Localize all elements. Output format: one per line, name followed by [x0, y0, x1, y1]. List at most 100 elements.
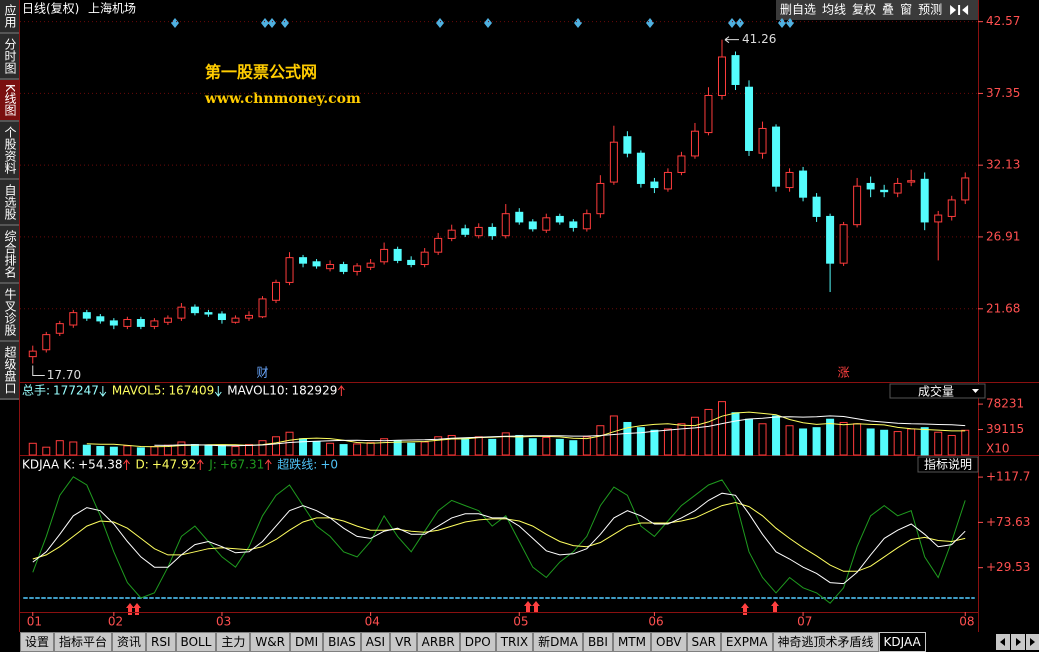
- signal-diamonds: [171, 18, 794, 28]
- volume-bar: [393, 440, 402, 456]
- nav-icon[interactable]: [950, 5, 969, 15]
- tab[interactable]: 设置: [20, 632, 55, 652]
- candle-body: [785, 171, 794, 189]
- volume-bar: [339, 444, 348, 456]
- arrow-down: [99, 386, 107, 397]
- indicator-tabs: 设置 指标平台 资讯 RSI BOLL 主力 W&R DMI BIAS ASI VR ARBR DPO T…: [20, 632, 995, 652]
- tab[interactable]: BOLL: [175, 632, 217, 652]
- candle-body: [312, 261, 321, 267]
- tab[interactable]: RSI: [146, 632, 176, 652]
- indicator-line: [32, 501, 966, 572]
- volume-bar: [69, 441, 78, 456]
- legend-value: +0: [320, 458, 338, 472]
- tab[interactable]: 指标平台: [54, 632, 113, 652]
- candle-body: [920, 178, 929, 223]
- annotation-label: 41.26: [742, 32, 776, 46]
- tab[interactable]: EXPMA: [720, 632, 773, 652]
- toolbar-button[interactable]: 删自选: [780, 3, 816, 17]
- tab[interactable]: KDJAA: [878, 632, 926, 652]
- sidebar: 应用 分时图 K线图 个股资料 自选股 综合排名 牛叉诊股 超级盘口: [0, 0, 19, 632]
- candle-body: [853, 185, 862, 226]
- legend-value: +54.38: [78, 458, 122, 472]
- tab[interactable]: 神奇逃顶术矛盾线: [772, 632, 879, 652]
- y-tick-label: 37.35: [986, 86, 1020, 100]
- sidebar-tab[interactable]: 综合排名: [0, 225, 19, 284]
- volume-bar: [555, 438, 564, 456]
- sidebar-tab[interactable]: 超级盘口: [0, 341, 19, 400]
- tab[interactable]: OBV: [651, 632, 687, 652]
- toolbar-button[interactable]: 复权: [852, 3, 876, 17]
- candle-body: [582, 213, 591, 230]
- tab[interactable]: 新DMA: [533, 632, 583, 652]
- y-tick-label: +29.53: [986, 560, 1030, 574]
- volume-bar: [55, 440, 64, 456]
- tab[interactable]: 主力: [216, 632, 251, 652]
- indicator-name[interactable]: 成交量: [918, 384, 954, 399]
- candle-body: [893, 182, 902, 194]
- candle-body: [501, 213, 510, 237]
- tab[interactable]: DPO: [459, 632, 496, 652]
- tab[interactable]: MTM: [612, 632, 651, 652]
- sidebar-tab[interactable]: 分时图: [0, 34, 19, 80]
- candle-body: [650, 181, 659, 189]
- indicator-help-button[interactable]: [917, 456, 979, 473]
- volume-bar: [434, 436, 443, 456]
- candle-body: [663, 171, 672, 190]
- y-tick-label: 26.91: [986, 229, 1020, 243]
- sidebar-tab[interactable]: 应用: [0, 0, 19, 34]
- candle-body: [190, 306, 199, 314]
- volume-bar: [961, 429, 970, 456]
- toolbar-button[interactable]: 叠: [882, 3, 894, 17]
- candle-body: [596, 182, 605, 215]
- watermark-url: www.chnmoney.com: [204, 91, 361, 107]
- candle-body: [163, 317, 172, 323]
- tab[interactable]: ASI: [360, 632, 391, 652]
- volume-bar: [609, 415, 618, 456]
- sidebar-tab[interactable]: 个股资料: [0, 121, 19, 180]
- candle-body: [934, 214, 943, 223]
- volume-bar: [258, 440, 267, 456]
- sidebar-tab[interactable]: 牛叉诊股: [0, 283, 19, 342]
- tab[interactable]: VR: [390, 632, 417, 652]
- volume-bar: [785, 425, 794, 456]
- sidebar-tab[interactable]: 自选股: [0, 179, 19, 226]
- tab[interactable]: TRIX: [495, 632, 534, 652]
- scroll-left-icon[interactable]: [1000, 638, 1005, 646]
- indicator-help-label[interactable]: 指标说明: [924, 457, 972, 472]
- volume-bar: [177, 441, 186, 456]
- candle-body: [380, 248, 389, 263]
- annotation-pointer: [32, 365, 45, 377]
- tab[interactable]: BIAS: [323, 632, 361, 652]
- volume-bar: [758, 423, 767, 456]
- candle-body: [772, 126, 781, 187]
- tab[interactable]: ARBR: [416, 632, 460, 652]
- toolbar-button[interactable]: 预测: [918, 3, 942, 17]
- sidebar-tab[interactable]: K线图: [0, 80, 19, 122]
- volume-bar: [42, 446, 51, 456]
- tab[interactable]: SAR: [686, 632, 721, 652]
- candle-body: [758, 127, 767, 154]
- indicator-line: [32, 492, 966, 585]
- volume-bar: [839, 421, 848, 456]
- x-tick-label: 08: [959, 615, 974, 629]
- toolbar-button[interactable]: 窗: [900, 3, 912, 17]
- volume-bar: [136, 447, 145, 456]
- candle-body: [434, 237, 443, 253]
- tab[interactable]: DMI: [289, 632, 324, 652]
- tab[interactable]: W&R: [250, 632, 290, 652]
- volume-bar: [190, 444, 199, 456]
- candle-body: [690, 130, 699, 157]
- volume-bar: [799, 428, 808, 456]
- toolbar-button[interactable]: 均线: [822, 3, 846, 17]
- candle-body: [961, 177, 970, 201]
- indicator-select[interactable]: [889, 383, 986, 399]
- axis-unit: X10: [986, 442, 1010, 456]
- x-tick-label: 06: [648, 615, 663, 629]
- dropdown-icon[interactable]: [972, 389, 979, 393]
- scroll-end-icon[interactable]: [1030, 638, 1035, 646]
- volume-bar: [677, 423, 686, 456]
- tab[interactable]: BBI: [582, 632, 613, 652]
- scroll-right-icon[interactable]: [1016, 638, 1021, 646]
- volume-bar: [447, 434, 456, 456]
- tab[interactable]: 资讯: [112, 632, 147, 652]
